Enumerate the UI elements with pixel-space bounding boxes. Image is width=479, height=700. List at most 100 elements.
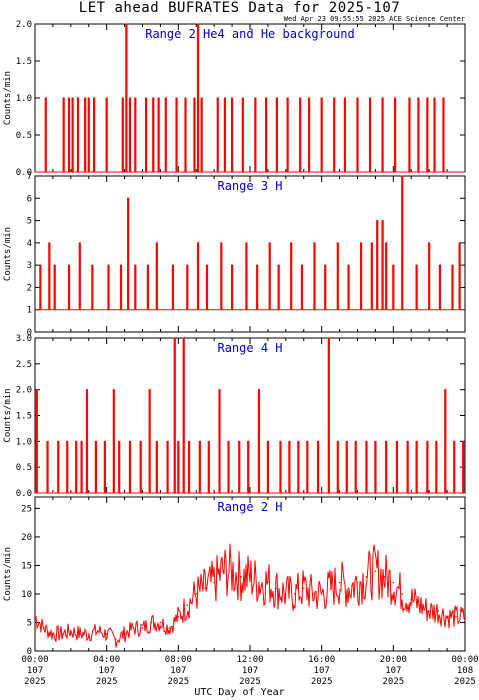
data-series-line — [35, 175, 465, 311]
panel-label: Range 3 H — [217, 179, 282, 193]
data-point — [132, 627, 135, 629]
data-point — [293, 593, 296, 595]
data-point — [177, 615, 180, 618]
y-tick-label: 5 — [27, 217, 32, 227]
x-tick-label: 107 — [385, 666, 401, 676]
y-tick-label: 1.5 — [16, 412, 32, 422]
data-point — [258, 581, 260, 584]
x-tick-label: 00:00 — [451, 655, 478, 665]
data-point — [43, 627, 45, 629]
y-tick-label: 1 — [27, 306, 32, 316]
data-point — [159, 621, 162, 624]
y-tick-label: 0.0 — [16, 489, 32, 499]
chart-title: LET ahead BUFRATES Data for 2025-107 — [78, 0, 401, 16]
data-point — [419, 604, 422, 607]
panel-frame-1 — [34, 23, 466, 173]
x-tick-label: 2025 — [382, 677, 404, 687]
data-point — [105, 633, 108, 635]
data-point — [96, 630, 99, 632]
data-point — [374, 570, 377, 572]
x-tick-label: 2025 — [167, 677, 189, 687]
x-tick-label: 16:00 — [308, 655, 335, 665]
data-point — [356, 581, 359, 584]
x-tick-label: 2025 — [96, 677, 118, 687]
y-tick-label: 3.0 — [16, 334, 32, 344]
x-tick-label: 2025 — [24, 677, 46, 687]
y-axis-label: Counts/min — [3, 227, 13, 281]
data-point — [61, 633, 63, 635]
data-point — [302, 587, 305, 590]
data-point — [213, 581, 215, 584]
data-point — [428, 610, 430, 612]
data-point — [186, 604, 189, 607]
x-tick-label: 12:00 — [236, 655, 263, 665]
data-point — [365, 576, 368, 578]
x-tick-label: 00:00 — [21, 655, 48, 665]
data-point — [168, 627, 171, 629]
data-point — [285, 593, 287, 595]
y-tick-label: 6 — [27, 194, 32, 204]
data-point — [87, 633, 90, 635]
panel-label: Range 2 H — [217, 500, 282, 514]
y-axis-label: Counts/min — [3, 388, 13, 442]
data-point — [231, 570, 233, 572]
data-point — [70, 630, 72, 632]
data-point — [446, 615, 448, 618]
y-tick-label: 10 — [21, 590, 32, 600]
y-tick-label: 2.5 — [16, 360, 32, 370]
data-point — [320, 593, 323, 595]
x-tick-label: 04:00 — [93, 655, 120, 665]
data-point — [437, 610, 439, 612]
x-tick-label: 2025 — [239, 677, 261, 687]
data-point — [204, 587, 207, 590]
y-tick-label: 25 — [21, 504, 32, 514]
data-series-line — [34, 543, 466, 648]
data-point — [401, 593, 404, 595]
y-axis-label: Counts/min — [3, 71, 13, 125]
data-point — [52, 633, 54, 635]
y-tick-label: 1.0 — [16, 437, 32, 447]
y-tick-label: 1.0 — [16, 94, 32, 104]
y-tick-label: 2 — [27, 283, 32, 293]
panel-frame-2 — [34, 175, 466, 333]
data-point — [141, 627, 144, 629]
x-tick-label: 107 — [242, 666, 258, 676]
y-tick-label: 2.0 — [16, 386, 32, 396]
data-point — [383, 576, 386, 578]
x-tick-label: 107 — [314, 666, 330, 676]
x-tick-label: 107 — [99, 666, 115, 676]
data-point — [249, 576, 251, 578]
data-series-line — [35, 337, 465, 494]
panel-label: Range 2 He4 and He background — [145, 27, 355, 41]
data-point — [222, 570, 224, 572]
y-tick-label: 2.0 — [16, 20, 32, 30]
data-point — [240, 576, 242, 578]
panel-frame-3 — [34, 337, 466, 494]
data-point — [410, 598, 413, 601]
x-tick-label: 2025 — [311, 677, 333, 687]
y-tick-label: 4 — [27, 239, 32, 249]
y-tick-label: 0.5 — [16, 463, 32, 473]
panel-label: Range 4 H — [217, 341, 282, 355]
y-tick-label: 15 — [21, 561, 32, 571]
y-tick-label: 3 — [27, 261, 32, 271]
data-point — [276, 587, 278, 590]
data-point — [338, 581, 341, 584]
y-tick-label: 0.5 — [16, 131, 32, 141]
data-point — [78, 633, 81, 635]
data-point — [347, 587, 350, 590]
x-tick-label: 107 — [27, 666, 43, 676]
y-tick-label: 0 — [27, 328, 32, 338]
timestamp-label: Wed Apr 23 09:55:55 2025 ACE Science Cen… — [283, 15, 465, 23]
data-point — [267, 581, 269, 584]
y-tick-label: 20 — [21, 533, 32, 543]
y-tick-label: 7 — [27, 172, 32, 182]
data-point — [150, 621, 153, 624]
x-tick-label: 2025 — [454, 677, 476, 687]
data-point — [34, 615, 36, 618]
data-point — [311, 593, 314, 595]
x-tick-label: 08:00 — [165, 655, 192, 665]
x-axis-label: UTC Day of Year — [194, 687, 285, 698]
x-tick-label: 107 — [170, 666, 186, 676]
